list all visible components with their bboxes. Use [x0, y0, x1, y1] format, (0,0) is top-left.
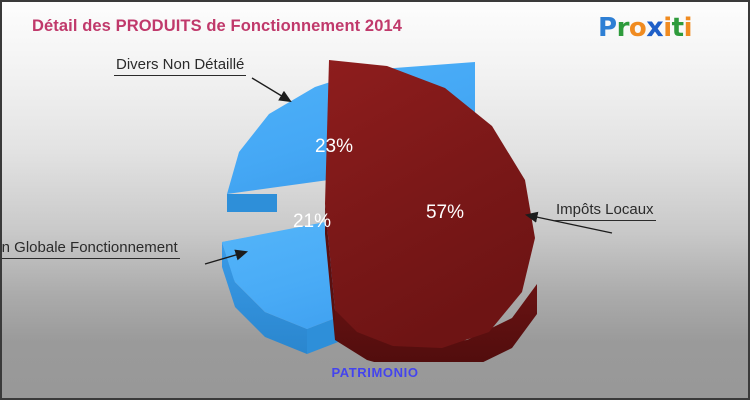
callout-dotation-label: ion Globale Fonctionnement — [2, 239, 180, 259]
slice-label-dotation: 21% — [293, 211, 331, 232]
callout-divers[interactable]: Divers Non Détaillé — [114, 56, 247, 76]
callout-dotation[interactable]: ion Globale Fonctionnement — [2, 239, 180, 259]
logo-letter-i1: i — [663, 13, 672, 43]
pie-svg: 23% 21% 57% — [222, 60, 537, 362]
proxiti-logo[interactable]: Proxiti — [598, 12, 692, 43]
slice-impots-radial-wall — [325, 204, 335, 340]
logo-letter-i2: i — [683, 13, 693, 43]
slice-label-divers: 23% — [315, 136, 353, 157]
logo-letter-r: r — [616, 13, 630, 43]
slice-impots-top — [325, 60, 535, 348]
chart-footer-label: PATRIMONIO — [331, 365, 419, 380]
logo-letter-p: P — [598, 13, 617, 43]
callout-impots-label: Impôts Locaux — [554, 201, 656, 221]
logo-letter-x: x — [646, 12, 664, 43]
pie-slice-impots[interactable] — [325, 60, 537, 362]
slice-label-impots: 57% — [426, 202, 464, 223]
callout-impots[interactable]: Impôts Locaux — [554, 201, 656, 221]
logo-letter-t: t — [671, 13, 684, 43]
page-title: Détail des PRODUITS de Fonctionnement 20… — [32, 17, 403, 35]
slice-divers-wall-left — [227, 194, 277, 212]
pie-chart: 23% 21% 57% — [217, 52, 557, 362]
slice-dotation-outer-wall — [222, 242, 307, 354]
callout-divers-label: Divers Non Détaillé — [114, 56, 247, 76]
logo-letter-o: o — [628, 13, 647, 43]
